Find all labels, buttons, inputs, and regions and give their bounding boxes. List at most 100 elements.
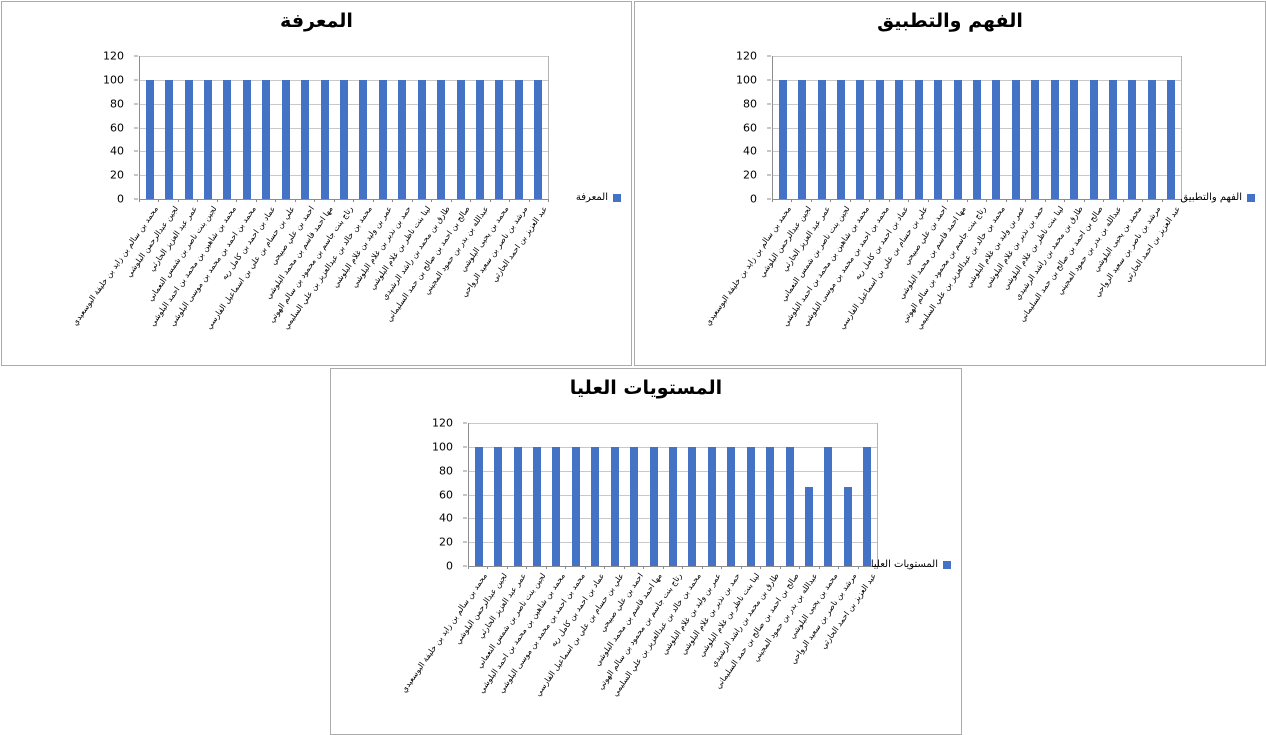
x-tick-mark [799, 566, 801, 569]
x-tick-mark [450, 199, 452, 202]
x-tick-mark [849, 199, 851, 202]
x-axis-labels: محمد بن سالم بن زايد بن خليفة البوسعيدي ل… [71, 203, 549, 363]
bar [992, 79, 1001, 199]
y-tick-mark [463, 446, 467, 448]
bar [534, 79, 543, 199]
bar [591, 446, 600, 566]
bar [552, 446, 561, 566]
x-tick-mark [548, 199, 549, 202]
legend: الفهم والتطبيق [1180, 192, 1255, 203]
bar [824, 446, 833, 566]
x-tick-mark [869, 199, 871, 202]
x-tick-mark [255, 199, 257, 202]
bar [766, 446, 775, 566]
y-tick-mark [767, 79, 771, 81]
bar [476, 79, 484, 199]
bar [571, 446, 580, 566]
bar [1031, 79, 1040, 199]
y-tick-mark [767, 103, 771, 105]
y-tick-label: 0 [117, 192, 124, 206]
x-tick-mark [643, 566, 645, 569]
bar [1050, 79, 1059, 199]
x-tick-mark [604, 566, 606, 569]
x-tick-mark [509, 199, 511, 202]
bar [514, 79, 523, 199]
bar [856, 79, 865, 199]
bar [437, 79, 446, 199]
plot-area [772, 56, 1182, 200]
bar [456, 79, 465, 199]
y-tick-label: 120 [103, 49, 124, 63]
bar [1147, 79, 1156, 199]
y-tick-mark [134, 127, 138, 128]
x-tick-mark [1005, 199, 1007, 202]
bar [785, 446, 794, 566]
x-tick-mark [1025, 199, 1027, 202]
bar [165, 79, 174, 199]
x-tick-mark [216, 199, 218, 202]
x-tick-mark [908, 199, 910, 202]
x-tick-mark [565, 566, 567, 569]
legend-label: المعرفة [575, 192, 608, 203]
y-tick-label: 0 [446, 559, 453, 573]
y-tick-mark [134, 55, 138, 57]
bar [242, 79, 251, 199]
y-tick-label: 60 [439, 488, 453, 501]
bar [495, 79, 504, 199]
y-axis: 0 20 40 60 80 100 120 [2, 51, 138, 205]
legend-label: المستويات العليا [870, 559, 938, 570]
y-tick-mark [767, 174, 771, 176]
y-tick-mark [767, 198, 771, 200]
bar [798, 79, 807, 199]
x-tick-mark [682, 566, 684, 569]
legend-swatch-icon [613, 193, 621, 202]
x-axis-ticks [139, 199, 549, 203]
bar [320, 79, 329, 199]
plot-area [468, 423, 878, 567]
bar [778, 79, 787, 199]
bar [953, 79, 962, 199]
chart-panel-higher-levels: المستويات العليا 0 20 40 60 80 100 120 محمد بن… [330, 368, 962, 735]
y-tick-label: 80 [743, 97, 757, 111]
gridline [469, 423, 877, 424]
y-tick-label: 20 [743, 168, 757, 182]
y-tick-label: 100 [432, 440, 453, 454]
y-tick-mark [463, 517, 467, 519]
x-tick-mark [1142, 199, 1144, 202]
bar [843, 486, 852, 566]
chart-title: الفهم والتطبيق [877, 10, 1023, 32]
bar [417, 79, 426, 199]
x-tick-mark [818, 566, 820, 569]
x-tick-mark [333, 199, 335, 202]
bar [895, 79, 904, 199]
chart-title: المعرفة [280, 10, 353, 32]
x-tick-mark [470, 199, 472, 202]
y-axis: 0 20 40 60 80 100 120 [635, 51, 771, 205]
y-tick-label: 40 [743, 144, 757, 158]
bar [281, 79, 290, 199]
bar [1167, 79, 1176, 199]
y-tick-mark [463, 494, 467, 495]
bar [630, 446, 639, 566]
x-tick-mark [528, 199, 530, 202]
x-tick-mark [431, 199, 433, 202]
y-tick-label: 20 [439, 535, 453, 549]
x-tick-mark [468, 566, 469, 569]
x-tick-mark [177, 199, 179, 202]
x-tick-mark [372, 199, 374, 202]
bar [378, 79, 387, 199]
x-tick-mark [1044, 199, 1046, 202]
x-tick-mark [779, 566, 781, 569]
bar [1070, 79, 1079, 199]
x-tick-mark [857, 566, 859, 569]
bar [973, 79, 981, 199]
chart-title: المستويات العليا [569, 377, 723, 399]
y-tick-label: 100 [736, 73, 757, 87]
x-tick-mark [314, 199, 316, 202]
bar [494, 446, 503, 566]
y-axis: 0 20 40 60 80 100 120 [331, 418, 467, 572]
bar [727, 446, 736, 566]
bar [340, 79, 348, 199]
bar [914, 79, 923, 199]
